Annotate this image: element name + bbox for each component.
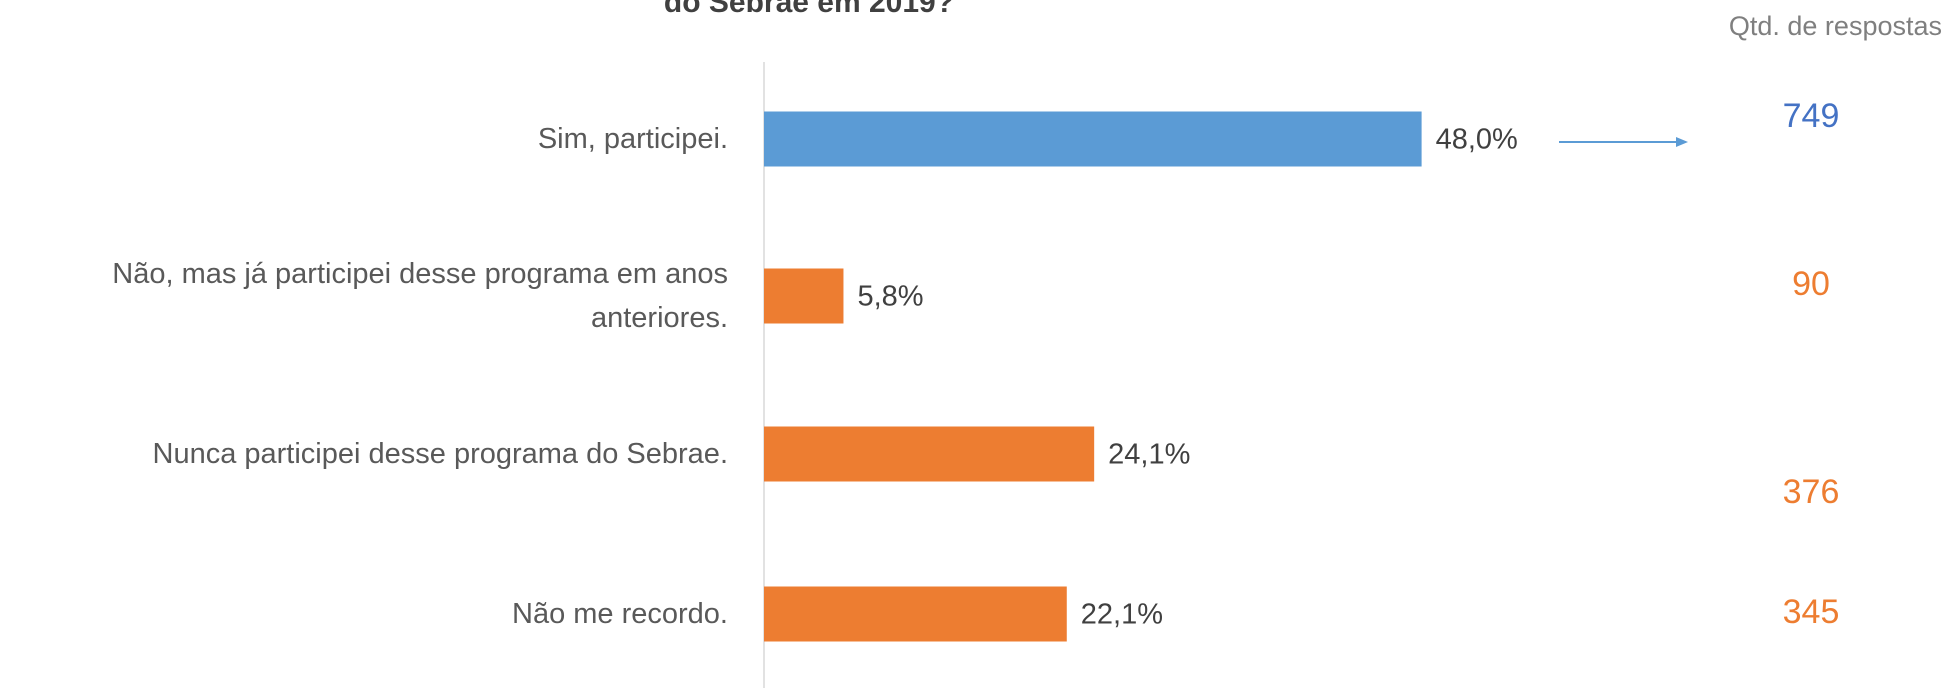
category-label: Não, mas já participei desse programa em… <box>112 258 728 334</box>
value-label: 22,1% <box>1081 599 1163 631</box>
chart-title: do Sebrae em 2019? <box>664 0 954 19</box>
bar <box>764 586 1067 642</box>
counts-label: Qtd. de respostas <box>1729 11 1942 41</box>
category-label: Sim, participei. <box>537 123 728 155</box>
value-label: 48,0% <box>1436 124 1518 156</box>
bar <box>764 111 1422 167</box>
value-label: 5,8% <box>857 281 923 313</box>
count-label: 376 <box>1783 473 1840 511</box>
bar <box>764 426 1095 482</box>
bar <box>764 268 844 324</box>
count-label: 90 <box>1792 265 1830 303</box>
category-label: Não me recordo. <box>512 598 728 630</box>
count-label: 749 <box>1783 97 1840 135</box>
count-label: 345 <box>1783 593 1840 631</box>
category-label: Nunca participei desse programa do Sebra… <box>152 438 729 470</box>
arrow-head <box>1676 137 1688 147</box>
value-label: 24,1% <box>1108 439 1190 471</box>
